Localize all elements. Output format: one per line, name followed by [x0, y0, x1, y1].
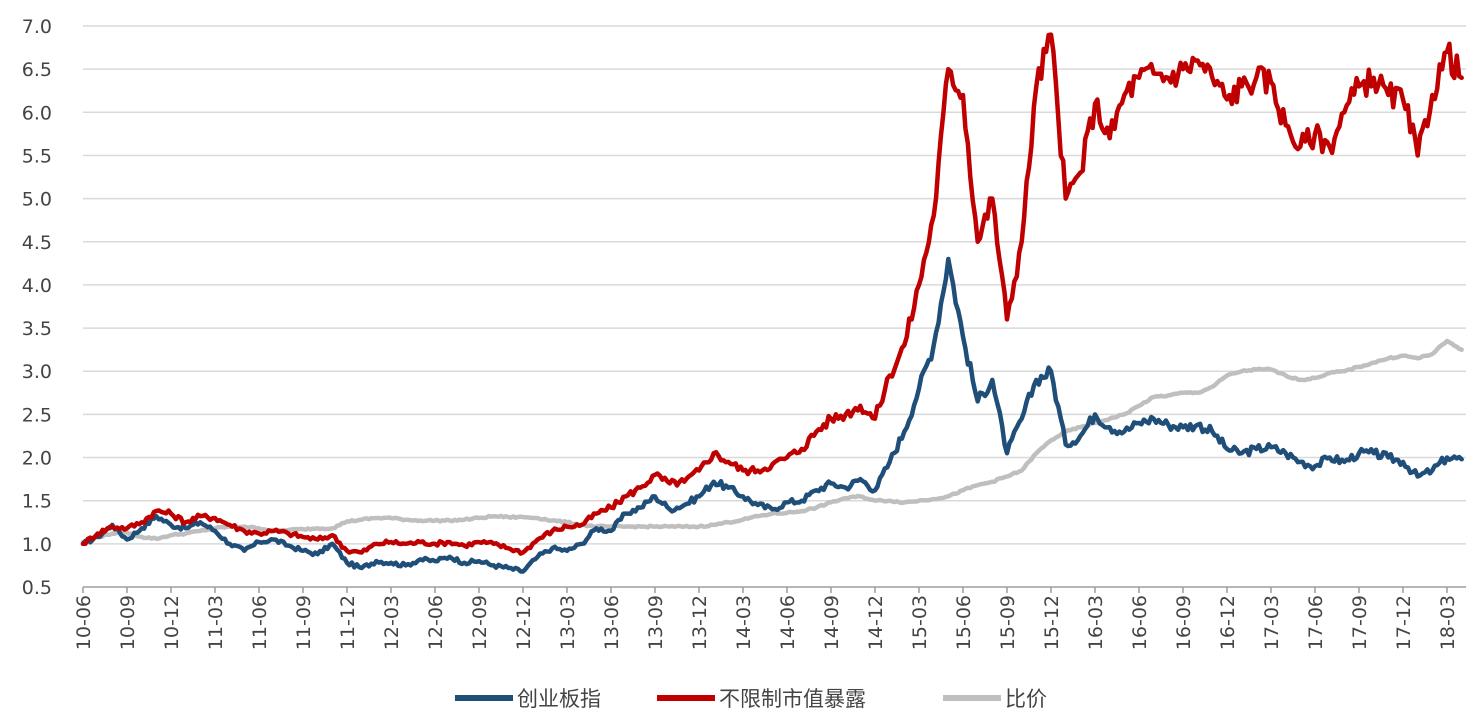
- x-tick-label: 15-03: [909, 595, 931, 650]
- y-tick-label: 6.5: [22, 59, 52, 81]
- y-tick-label: 6.0: [22, 102, 52, 124]
- y-tick-label: 0.5: [22, 577, 52, 599]
- x-tick-label: 15-06: [953, 595, 975, 650]
- y-tick-label: 4.0: [22, 275, 52, 297]
- x-axis-ticks: 10-06 10-09 10-12 11-03 11-06 11-09 11-12 12-03…: [73, 595, 1459, 650]
- y-axis-ticks: 0.5 1.0 1.5 2.0 2.5 3.0 3.5 4.0 4.5 5.0 5.5 6.0 6.5 7…: [22, 16, 52, 599]
- y-tick-label: 5.0: [22, 189, 52, 211]
- legend-label: 创业板指: [517, 687, 601, 711]
- y-tick-label: 4.5: [22, 232, 52, 254]
- x-tick-label: 10-06: [73, 595, 95, 650]
- series-line: [80, 32, 1464, 556]
- x-tick-label: 13-06: [601, 595, 623, 650]
- x-tick-label: 18-03: [1437, 595, 1459, 650]
- x-tick-label: 14-06: [777, 595, 799, 650]
- x-tick-label: 12-06: [425, 595, 447, 650]
- x-tick-label: 14-03: [733, 595, 755, 650]
- legend-label: 比价: [1005, 687, 1047, 711]
- x-tick-label: 16-12: [1217, 595, 1239, 650]
- x-tick-label: 14-09: [821, 595, 843, 650]
- x-tick-label: 10-12: [161, 595, 183, 650]
- x-tick-label: 15-12: [1041, 595, 1063, 650]
- y-tick-label: 2.5: [22, 404, 52, 426]
- y-tick-label: 7.0: [22, 16, 52, 38]
- x-tick-label: 11-12: [337, 595, 359, 650]
- x-tick-label: 13-03: [557, 595, 579, 650]
- x-tick-label: 17-03: [1261, 595, 1283, 650]
- x-tick-label: 17-09: [1349, 595, 1371, 650]
- y-tick-label: 5.5: [22, 145, 52, 167]
- gridlines: [83, 25, 1466, 545]
- x-tick-label: 11-03: [205, 595, 227, 650]
- x-tick-label: 11-06: [249, 595, 271, 650]
- x-tick-label: 16-03: [1085, 595, 1107, 650]
- y-tick-label: 1.5: [22, 491, 52, 513]
- x-tick-label: 11-09: [293, 595, 315, 650]
- x-tick-label: 14-12: [865, 595, 887, 650]
- x-tick-label: 10-09: [117, 595, 139, 650]
- legend: 创业板指 不限制市值暴露 比价: [455, 687, 1047, 711]
- x-tick-label: 17-06: [1305, 595, 1327, 650]
- x-tick-label: 17-12: [1393, 595, 1415, 650]
- x-tick-label: 13-09: [645, 595, 667, 650]
- series-lines: [80, 32, 1464, 574]
- y-tick-label: 3.5: [22, 318, 52, 340]
- x-tick-label: 16-06: [1129, 595, 1151, 650]
- y-tick-label: 1.0: [22, 534, 52, 556]
- x-tick-label: 15-09: [997, 595, 1019, 650]
- series-line: [80, 256, 1464, 574]
- y-tick-label: 2.0: [22, 448, 52, 470]
- x-tick-label: 12-03: [381, 595, 403, 650]
- x-axis: [82, 586, 1466, 593]
- x-tick-label: 16-09: [1173, 595, 1195, 650]
- x-tick-label: 12-09: [469, 595, 491, 650]
- series-line: [80, 338, 1464, 545]
- x-tick-label: 13-12: [689, 595, 711, 650]
- y-tick-label: 3.0: [22, 361, 52, 383]
- x-tick-label: 12-12: [513, 595, 535, 650]
- legend-label: 不限制市值暴露: [719, 687, 866, 711]
